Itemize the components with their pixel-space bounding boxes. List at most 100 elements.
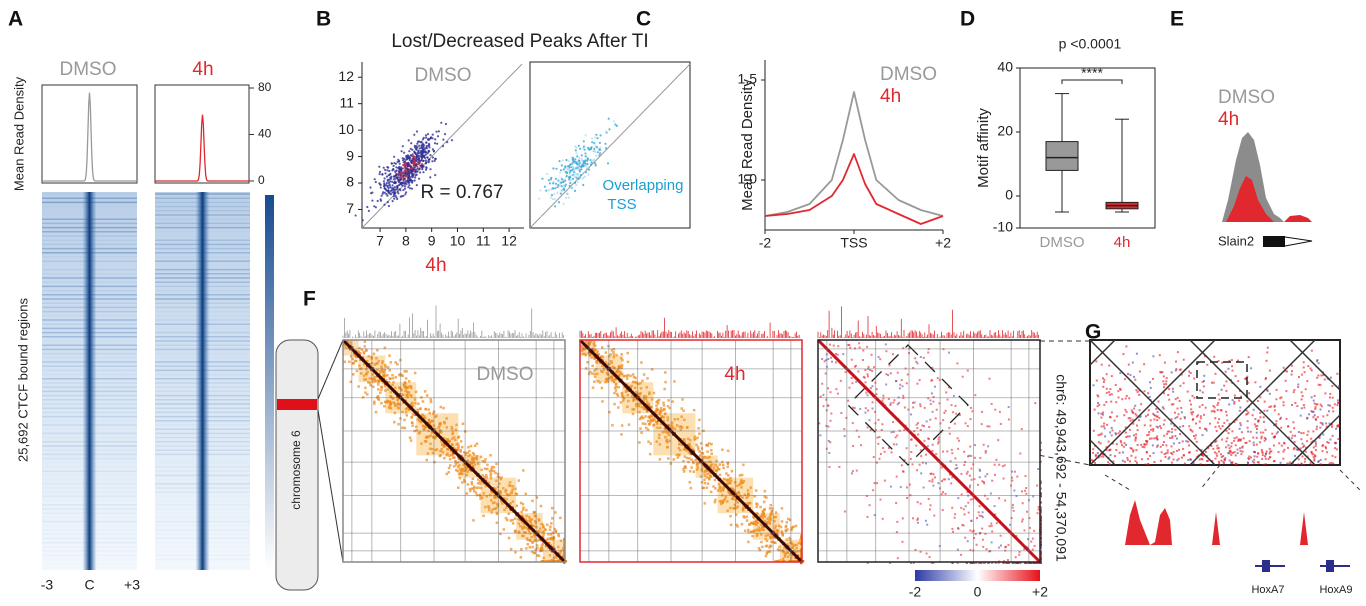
contact [520, 556, 523, 559]
contact [376, 362, 379, 365]
scatter-dot [379, 171, 381, 173]
scatter-dot [545, 190, 547, 192]
contact-diff [1327, 404, 1329, 406]
scatter-dot [548, 189, 550, 191]
contact-diff [1135, 449, 1137, 451]
contact-diff [878, 356, 880, 358]
contact-diff [871, 354, 873, 356]
scatter-dot [557, 184, 559, 186]
contact-diff [878, 419, 880, 421]
scatter-dot [404, 193, 406, 195]
contact-diff [884, 480, 886, 482]
contact-diff [821, 383, 823, 385]
contact-diff [873, 366, 875, 368]
contact-diff [1175, 368, 1177, 370]
scatter-dot [419, 155, 421, 157]
contact-diff [1264, 401, 1266, 403]
contact-diff [1150, 425, 1152, 427]
contact [405, 386, 408, 389]
contact [665, 440, 668, 443]
zoom-line [1340, 470, 1360, 490]
contact-diff [1195, 434, 1197, 436]
contact-diff [986, 548, 988, 550]
contact-diff [1094, 409, 1096, 411]
contact-diff [982, 539, 984, 541]
contact [375, 357, 378, 360]
contact-diff [969, 530, 971, 532]
scatter-dot [556, 192, 558, 194]
contact-diff [942, 451, 944, 453]
scatter-dot [419, 141, 421, 143]
scatter-dot [408, 184, 410, 186]
contact [666, 446, 669, 449]
scatter-dot [577, 166, 579, 168]
contact-diff [978, 511, 980, 513]
x-tick-label: DMSO [1040, 234, 1085, 251]
scatter-dot [415, 164, 417, 166]
scatter-dot [391, 162, 393, 164]
contact-diff [1337, 402, 1339, 404]
contact-diff [864, 369, 866, 371]
overlap-label: TSS [607, 196, 636, 213]
contact-diff [869, 419, 871, 421]
contact [639, 382, 642, 385]
contact-diff [1116, 415, 1118, 417]
scatter-dot [408, 150, 410, 152]
contact [539, 527, 542, 530]
scatter-dot [393, 156, 395, 158]
contact [484, 506, 487, 509]
contact [763, 501, 766, 504]
contact-diff [1329, 462, 1331, 464]
contact-diff [1033, 530, 1035, 532]
contact [642, 422, 645, 425]
contact-diff [1225, 380, 1227, 382]
contact [601, 371, 604, 374]
scatter-dot [414, 179, 416, 181]
contact [642, 417, 645, 420]
contact-diff [1329, 439, 1331, 441]
contact [495, 496, 498, 499]
contact-diff [1216, 455, 1218, 457]
contact [465, 474, 468, 477]
contact-diff [1103, 381, 1105, 383]
scatter-dot [402, 164, 404, 166]
scatter-dot [569, 174, 571, 176]
y-tick-label: 0 [1005, 187, 1013, 203]
contact-diff [1332, 410, 1334, 412]
contact-diff [1121, 444, 1123, 446]
scatter-dot [415, 170, 417, 172]
contact [638, 411, 641, 414]
contact-diff [1163, 424, 1165, 426]
contact [631, 385, 634, 388]
contact-diff [1317, 416, 1319, 418]
contact-diff [1320, 409, 1322, 411]
contact [472, 452, 475, 455]
contact [647, 441, 650, 444]
contact-diff [941, 493, 943, 495]
contact-diff [1237, 452, 1239, 454]
contact [451, 426, 454, 429]
contact [389, 378, 392, 381]
contact [697, 448, 700, 451]
contact-diff [916, 469, 918, 471]
contact-diff [1108, 441, 1110, 443]
contact [394, 361, 397, 364]
contact [663, 404, 666, 407]
contact [704, 502, 707, 505]
y-tick-label: 12 [338, 68, 354, 84]
contact [703, 479, 706, 482]
contact [596, 361, 599, 364]
contact-diff [1178, 413, 1180, 415]
contact [490, 499, 493, 502]
scatter-dot [425, 146, 427, 148]
panel-letter: A [8, 8, 23, 31]
contact [643, 373, 646, 376]
scatter-dot [584, 152, 586, 154]
contact-diff [864, 377, 866, 379]
scatter-dot [425, 154, 427, 156]
scatter-dot [387, 201, 389, 203]
contact [777, 530, 780, 533]
contact [722, 501, 725, 504]
scatter-dot [392, 168, 394, 170]
contact-diff [1101, 433, 1103, 435]
